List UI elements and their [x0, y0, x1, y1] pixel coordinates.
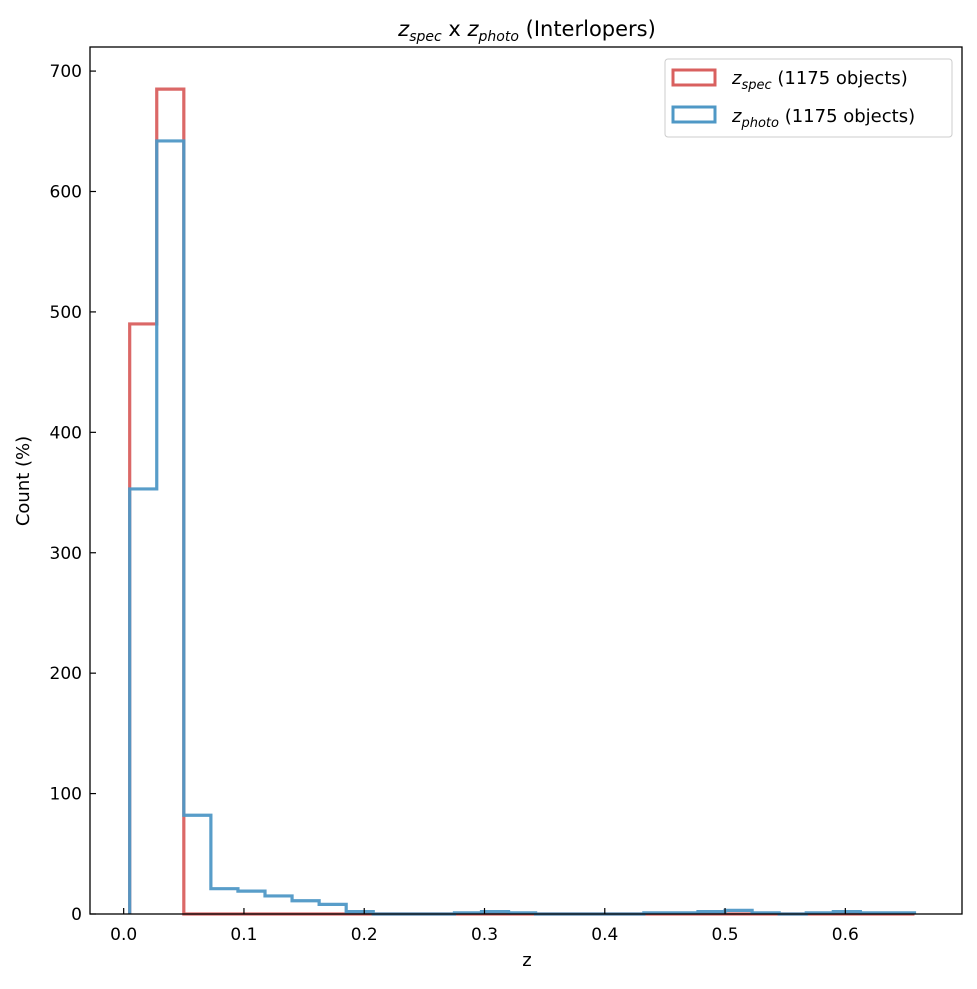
x-tick-label: 0.5 — [712, 925, 739, 945]
x-tick-label: 0.6 — [832, 925, 859, 945]
y-tick-label: 200 — [50, 664, 82, 684]
title-sep-text: x — [448, 17, 460, 41]
chart-title: zspec x zphoto (Interlopers) — [397, 17, 656, 45]
y-axis-label: Count (%) — [13, 436, 34, 526]
y-tick-label: 100 — [50, 785, 82, 805]
y-tick-label: 700 — [50, 62, 82, 82]
x-tick-label: 0.1 — [230, 925, 257, 945]
title-sep — [442, 17, 449, 41]
y-tick-label: 600 — [50, 183, 82, 203]
legend: zspec (1175 objects) zphoto (1175 object… — [664, 58, 953, 138]
legend-swatch-spec — [671, 68, 717, 87]
title-space-3 — [519, 17, 526, 41]
legend-photo-sub: photo — [740, 116, 779, 131]
legend-photo-suffix: (1175 objects) — [785, 106, 915, 127]
title-var-1: z — [397, 17, 410, 41]
title-var-2: z — [467, 17, 480, 41]
x-axis-ticks: 0.0 0.1 0.2 0.3 0.4 0.5 0.6 — [110, 908, 859, 945]
x-tick-label: 0.2 — [351, 925, 378, 945]
x-tick-label: 0.4 — [591, 925, 618, 945]
legend-box — [664, 58, 953, 138]
title-suffix: (Interlopers) — [526, 17, 656, 41]
y-axis-ticks: 0 100 200 300 400 500 600 700 — [50, 62, 96, 925]
legend-swatch-photo — [671, 105, 717, 124]
x-axis-label: z — [522, 950, 531, 971]
legend-spec-var: z — [731, 68, 742, 89]
y-tick-label: 400 — [50, 423, 82, 443]
y-tick-label: 500 — [50, 303, 82, 323]
legend-label-photo: zphoto (1175 objects) — [731, 106, 915, 131]
title-sub-2: photo — [478, 29, 519, 45]
legend-photo-var: z — [731, 106, 742, 127]
title-sub-1: spec — [409, 29, 442, 45]
legend-spec-sub: spec — [741, 78, 771, 93]
x-tick-label: 0.0 — [110, 925, 137, 945]
y-tick-label: 0 — [71, 905, 82, 925]
x-tick-label: 0.3 — [471, 925, 498, 945]
legend-spec-suffix: (1175 objects) — [777, 68, 907, 89]
title-space-2 — [461, 17, 468, 41]
axes-frame — [89, 46, 963, 915]
y-tick-label: 300 — [50, 544, 82, 564]
legend-label-spec: zspec (1175 objects) — [731, 68, 908, 93]
